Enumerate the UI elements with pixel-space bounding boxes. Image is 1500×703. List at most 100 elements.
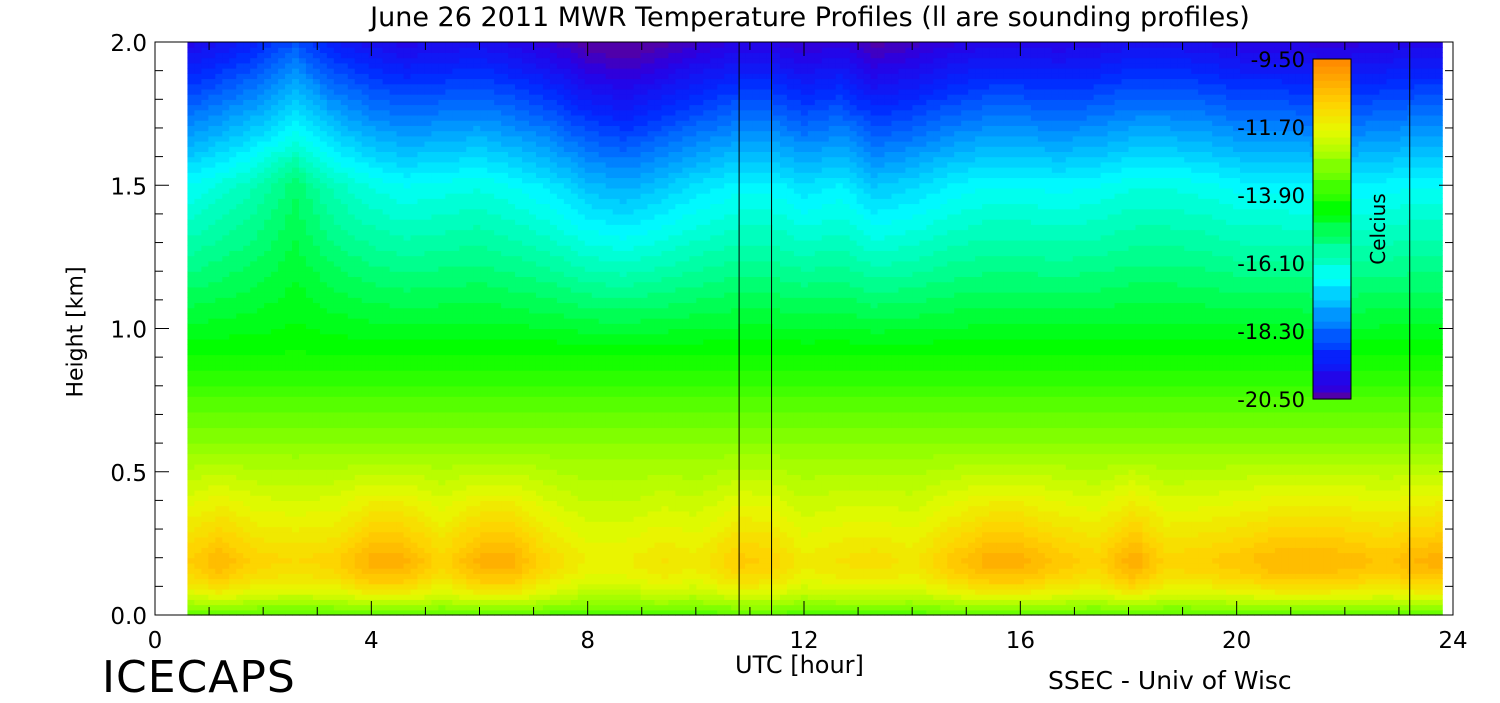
contour-cell xyxy=(257,114,265,121)
contour-cell xyxy=(292,583,300,590)
contour-cell xyxy=(473,213,481,220)
contour-cell xyxy=(361,510,370,517)
contour-cell xyxy=(236,557,244,564)
contour-cell xyxy=(326,265,335,272)
contour-cell xyxy=(459,422,467,429)
contour-cell xyxy=(368,213,377,220)
contour-cell xyxy=(424,104,433,111)
contour-cell xyxy=(361,62,370,69)
contour-cell xyxy=(417,208,426,215)
contour-cell xyxy=(494,297,502,304)
contour-cell xyxy=(201,443,209,449)
contour-cell xyxy=(187,94,196,100)
contour-cell xyxy=(431,182,439,189)
contour-cell xyxy=(243,182,251,189)
contour-cell xyxy=(389,187,398,194)
contour-cell xyxy=(424,302,433,309)
contour-cell xyxy=(229,364,237,371)
contour-cell xyxy=(487,297,495,304)
contour-cell xyxy=(278,427,286,434)
contour-cell xyxy=(438,609,446,616)
contour-cell xyxy=(431,583,439,590)
contour-cell xyxy=(285,229,293,236)
contour-cell xyxy=(494,588,502,595)
contour-cell xyxy=(326,422,335,429)
contour-cell xyxy=(340,224,349,231)
contour-cell xyxy=(236,359,244,366)
contour-cell xyxy=(501,552,509,559)
contour-cell xyxy=(326,271,335,278)
contour-cell xyxy=(305,307,314,314)
contour-cell xyxy=(278,219,286,225)
contour-cell xyxy=(452,229,460,236)
contour-cell xyxy=(389,463,398,470)
contour-cell xyxy=(298,161,307,168)
contour-cell xyxy=(319,578,328,585)
contour-cell xyxy=(285,375,293,382)
contour-cell xyxy=(375,364,384,371)
contour-cell xyxy=(375,474,384,481)
contour-cell xyxy=(396,385,405,392)
contour-cell xyxy=(222,172,230,179)
contour-cell xyxy=(271,213,279,220)
contour-cell xyxy=(494,370,502,376)
contour-cell xyxy=(438,469,446,475)
contour-cell xyxy=(361,432,370,439)
contour-cell xyxy=(347,396,356,403)
contour-cell xyxy=(333,73,342,80)
contour-cell xyxy=(480,73,488,80)
contour-cell xyxy=(319,354,328,361)
contour-cell xyxy=(501,417,509,423)
contour-cell xyxy=(319,583,328,590)
contour-cell xyxy=(243,453,251,460)
contour-cell xyxy=(347,375,356,382)
contour-cell xyxy=(215,432,223,439)
contour-cell xyxy=(459,120,467,126)
contour-cell xyxy=(187,255,196,262)
contour-cell xyxy=(452,239,460,246)
contour-cell xyxy=(333,281,342,288)
contour-cell xyxy=(326,536,335,543)
contour-cell xyxy=(215,354,223,361)
contour-cell xyxy=(250,500,258,507)
contour-cell xyxy=(396,286,405,293)
contour-cell xyxy=(431,140,439,147)
contour-cell xyxy=(361,406,370,413)
contour-cell xyxy=(361,302,370,309)
contour-cell xyxy=(340,203,349,210)
contour-cell xyxy=(278,234,286,241)
contour-cell xyxy=(354,552,363,559)
contour-cell xyxy=(222,370,230,376)
contour-cell xyxy=(459,401,467,408)
contour-cell xyxy=(382,568,391,574)
contour-cell xyxy=(208,427,216,434)
contour-cell xyxy=(375,469,384,475)
contour-cell xyxy=(257,281,265,288)
contour-cell xyxy=(375,505,384,512)
contour-cell xyxy=(354,521,363,528)
contour-cell xyxy=(410,57,419,64)
contour-cell xyxy=(298,463,307,470)
contour-cell xyxy=(354,599,363,606)
contour-cell xyxy=(424,333,433,340)
contour-cell xyxy=(222,57,230,64)
contour-cell xyxy=(194,109,202,116)
contour-cell xyxy=(445,531,453,538)
contour-cell xyxy=(361,547,370,554)
contour-cell xyxy=(312,328,321,335)
contour-cell xyxy=(271,104,279,111)
contour-cell xyxy=(194,271,202,278)
contour-cell xyxy=(389,505,398,512)
contour-cell xyxy=(410,370,419,376)
contour-cell xyxy=(431,187,439,194)
contour-cell xyxy=(431,193,439,199)
contour-cell xyxy=(361,375,370,382)
contour-cell xyxy=(410,120,419,126)
contour-cell xyxy=(473,208,481,215)
contour-cell xyxy=(305,213,314,220)
contour-cell xyxy=(354,73,363,80)
contour-cell xyxy=(319,68,328,74)
contour-cell xyxy=(236,396,244,403)
contour-cell xyxy=(333,260,342,267)
contour-cell xyxy=(403,135,412,142)
